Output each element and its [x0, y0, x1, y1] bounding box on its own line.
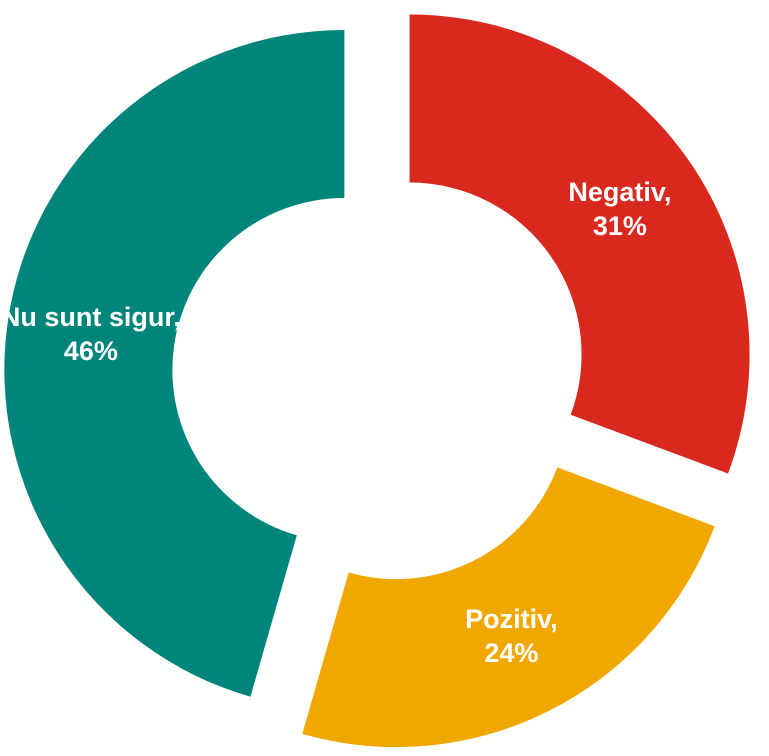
data-label: Pozitiv, 24% [465, 603, 558, 668]
donut-segment [4, 29, 345, 697]
donut-segment [302, 467, 715, 748]
data-label: Nu sunt sigur, 46% [0, 302, 181, 367]
data-label: Negativ, 31% [568, 176, 672, 241]
donut-segment [409, 14, 750, 474]
